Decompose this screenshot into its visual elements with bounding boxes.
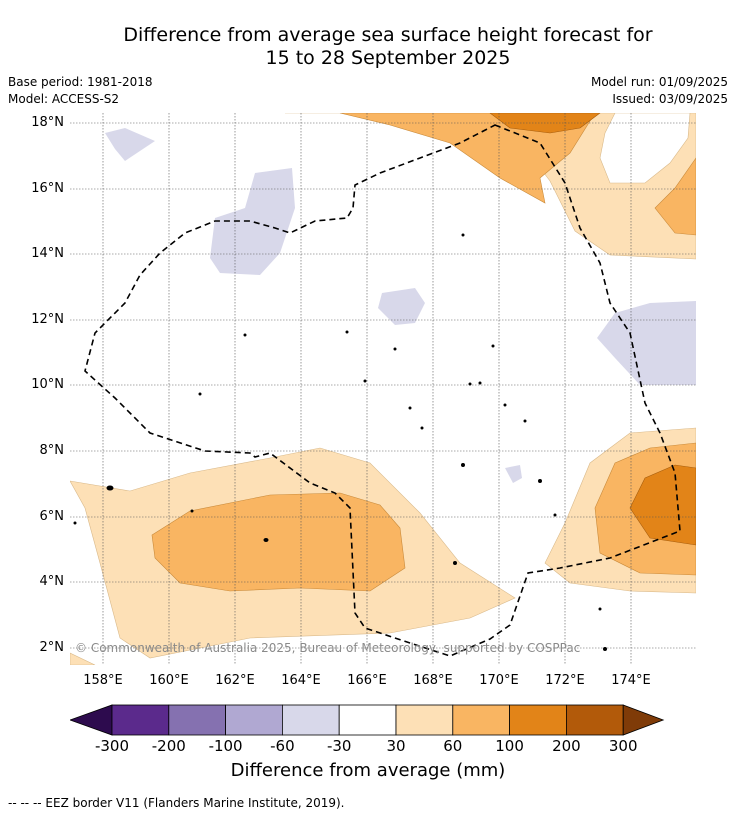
colorbar-cell <box>111 704 170 736</box>
lon-label-160: 160°E <box>149 673 189 688</box>
white-gap-ne <box>599 113 691 184</box>
lat-label-4: 4°N <box>39 574 65 589</box>
lat-label-18: 18°N <box>31 115 64 130</box>
lat-label-10: 10°N <box>31 377 64 392</box>
colorbar-tick-label: 60 <box>443 737 463 755</box>
lat-label-8: 8°N <box>39 443 65 458</box>
contour-neg30-60-d <box>597 301 696 385</box>
contour-neg30-60-a <box>105 128 155 161</box>
lon-label-168: 168°E <box>413 673 453 688</box>
map-svg <box>70 113 696 665</box>
lat-label-6: 6°N <box>39 509 65 524</box>
contour-60-100-north <box>339 113 596 204</box>
contour-neg30-60-b <box>210 168 295 275</box>
lon-label-174: 174°E <box>611 673 651 688</box>
colorbar-tick-label: -200 <box>151 737 186 755</box>
issued-text: Issued: 03/09/2025 <box>612 92 728 106</box>
copyright-notice: © Commonwealth of Australia 2025, Bureau… <box>75 641 581 655</box>
colorbar-tick-label: -60 <box>270 737 295 755</box>
colorbar-extension-low <box>70 704 113 736</box>
lon-label-164: 164°E <box>281 673 321 688</box>
map-title-line1: Difference from average sea surface heig… <box>123 24 653 46</box>
meta-right: Model run: 01/09/2025 Issued: 03/09/2025 <box>591 74 728 108</box>
lon-label-158: 158°E <box>83 673 123 688</box>
model-run-text: Model run: 01/09/2025 <box>590 75 728 89</box>
model-text: Model: ACCESS-S2 <box>8 92 120 106</box>
colorbar-cell <box>281 704 340 736</box>
eez-border <box>84 124 681 657</box>
colorbar-cell <box>395 704 454 736</box>
base-period-text: Base period: 1981-2018 <box>8 75 153 89</box>
colorbar-tick-label: 30 <box>386 737 406 755</box>
colorbar-tick-label: -30 <box>326 737 352 755</box>
colorbar-tick-label: 200 <box>552 737 581 755</box>
lat-label-16: 16°N <box>31 181 64 196</box>
lat-label-2: 2°N <box>39 640 65 655</box>
lon-label-172: 172°E <box>545 673 585 688</box>
contour-neg30-60-e <box>505 465 522 483</box>
colorbar-tick-label: 300 <box>608 737 638 755</box>
colorbar-cell <box>168 704 227 736</box>
map-panel <box>70 113 696 665</box>
contour-60-100-south <box>151 492 406 592</box>
colorbar-tick-label: 100 <box>495 737 524 755</box>
gridlines <box>70 113 696 665</box>
lon-label-162: 162°E <box>215 673 255 688</box>
colorbar-extension-high <box>622 704 665 736</box>
islands <box>73 233 607 651</box>
contour-30-60-sw <box>70 652 96 665</box>
colorbar-cell <box>338 704 397 736</box>
colorbar-cell <box>225 704 283 736</box>
lon-label-170: 170°E <box>479 673 519 688</box>
colorbar-cell <box>565 704 624 736</box>
meta-left: Base period: 1981-2018 Model: ACCESS-S2 <box>8 74 153 108</box>
colorbar-tick-label: -300 <box>94 737 130 755</box>
lat-label-12: 12°N <box>31 312 64 327</box>
contour-60-100-ne <box>654 157 696 236</box>
colorbar-tick-label: -100 <box>208 737 243 755</box>
map-title-line2: 15 to 28 September 2025 <box>265 47 511 69</box>
lat-label-14: 14°N <box>31 246 64 261</box>
eez-footnote: -- -- -- EEZ border V11 (Flanders Marine… <box>8 796 345 810</box>
contour-neg30-60-c <box>378 288 425 325</box>
lon-label-166: 166°E <box>347 673 387 688</box>
colorbar-cell <box>509 704 567 736</box>
colorbar-cell <box>452 704 510 736</box>
colorbar <box>70 704 665 736</box>
colorbar-title: Difference from average (mm) <box>230 760 506 781</box>
